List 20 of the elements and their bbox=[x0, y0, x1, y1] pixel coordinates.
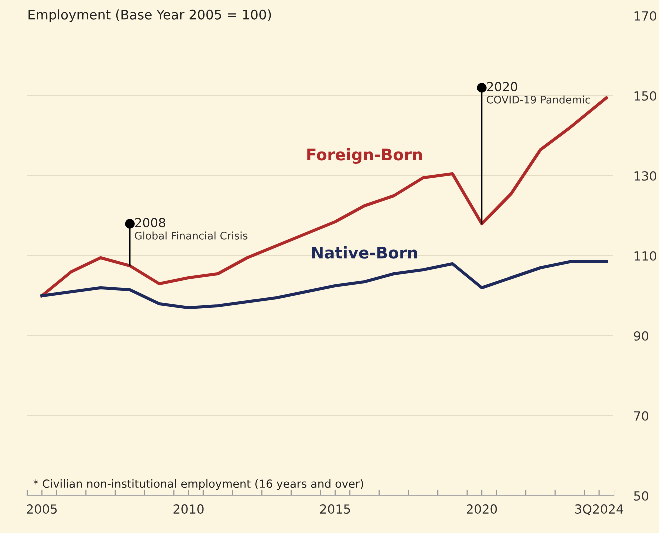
annotation: 2020 COVID-19 Pandemic bbox=[487, 82, 590, 104]
y-tick-label: 90 bbox=[634, 331, 649, 341]
y-tick-label: 50 bbox=[634, 491, 649, 501]
series-label: Native-Born bbox=[312, 246, 418, 259]
line-series bbox=[40, 260, 608, 310]
y-tick-label: 110 bbox=[634, 251, 656, 261]
x-tick-label: 2015 bbox=[320, 504, 350, 514]
x-tick-label: 2010 bbox=[174, 504, 204, 514]
y-tick-label: 130 bbox=[634, 171, 656, 181]
x-tick-label: 3Q2024 bbox=[575, 504, 624, 516]
annotation: * Civilian non-institutional employment (16 years and over) bbox=[34, 479, 364, 490]
x-tick-label: 2005 bbox=[27, 504, 57, 514]
y-tick-label: 70 bbox=[634, 411, 649, 421]
y-tick-label: 170 bbox=[634, 11, 656, 21]
y-tick-label: 150 bbox=[634, 91, 656, 101]
annotation: 2008 Global Financial Crisis bbox=[135, 218, 248, 240]
x-tick-label: 2020 bbox=[467, 504, 498, 514]
chart-title: Employment (Base Year 2005 = 100) bbox=[28, 10, 272, 22]
line-series bbox=[40, 96, 608, 298]
series-label: Foreign-Born bbox=[308, 148, 422, 164]
